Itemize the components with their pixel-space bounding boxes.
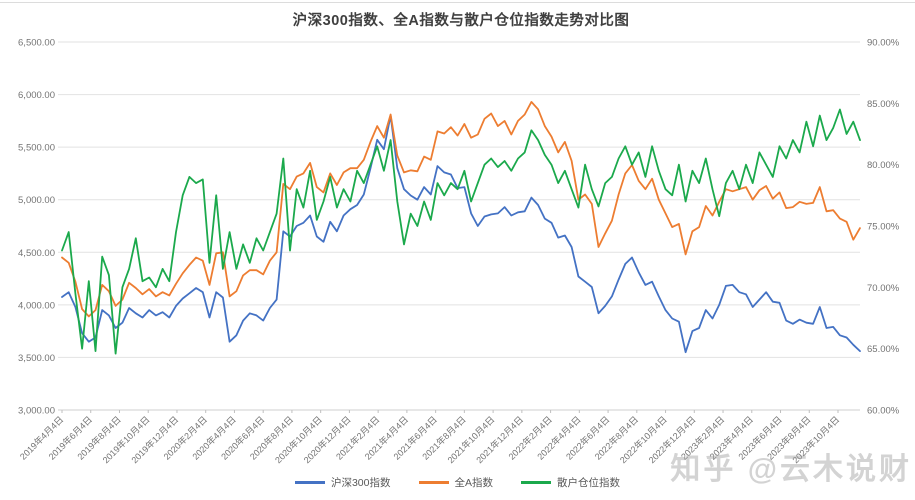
legend-swatch-icon [294, 481, 325, 484]
legend-label: 沪深300指数 [330, 477, 391, 489]
left-axis-tick-label: 4,500.00 [18, 248, 55, 259]
left-axis-tick-label: 3,500.00 [18, 353, 55, 364]
series-line-沪深300指数 [61, 114, 861, 354]
series-line-散户仓位指数 [61, 108, 861, 355]
legend-swatch-icon [418, 481, 449, 484]
legend: 沪深300指数 全A指数 散户仓位指数 [0, 475, 915, 490]
right-axis-tick-label: 80.00% [867, 160, 900, 171]
left-axis-tick-label: 5,000.00 [18, 195, 55, 206]
legend-label: 全A指数 [454, 477, 494, 489]
left-axis-tick-label: 3,000.00 [18, 406, 55, 417]
legend-item: 散户仓位指数 [521, 475, 620, 490]
legend-label: 散户仓位指数 [557, 477, 621, 489]
left-axis-tick-label: 6,500.00 [18, 38, 55, 49]
right-axis-tick-label: 65.00% [867, 344, 900, 355]
left-axis-tick-label: 4,000.00 [18, 300, 55, 311]
left-axis-tick-label: 5,500.00 [18, 143, 55, 154]
right-axis-tick-label: 60.00% [867, 406, 900, 417]
chart-title: 沪深300指数、全A指数与散户仓位指数走势对比图 [292, 13, 630, 29]
legend-item: 沪深300指数 [294, 475, 391, 490]
top-border [0, 2, 915, 3]
legend-swatch-icon [521, 481, 552, 484]
left-axis-tick-label: 6,000.00 [18, 90, 55, 101]
right-axis-tick-label: 90.00% [867, 38, 900, 49]
right-axis-tick-label: 70.00% [867, 283, 900, 294]
right-axis-tick-label: 75.00% [867, 222, 900, 233]
series-line-全A指数 [61, 101, 861, 318]
right-axis-tick-label: 85.00% [867, 99, 900, 110]
legend-item: 全A指数 [418, 475, 494, 490]
